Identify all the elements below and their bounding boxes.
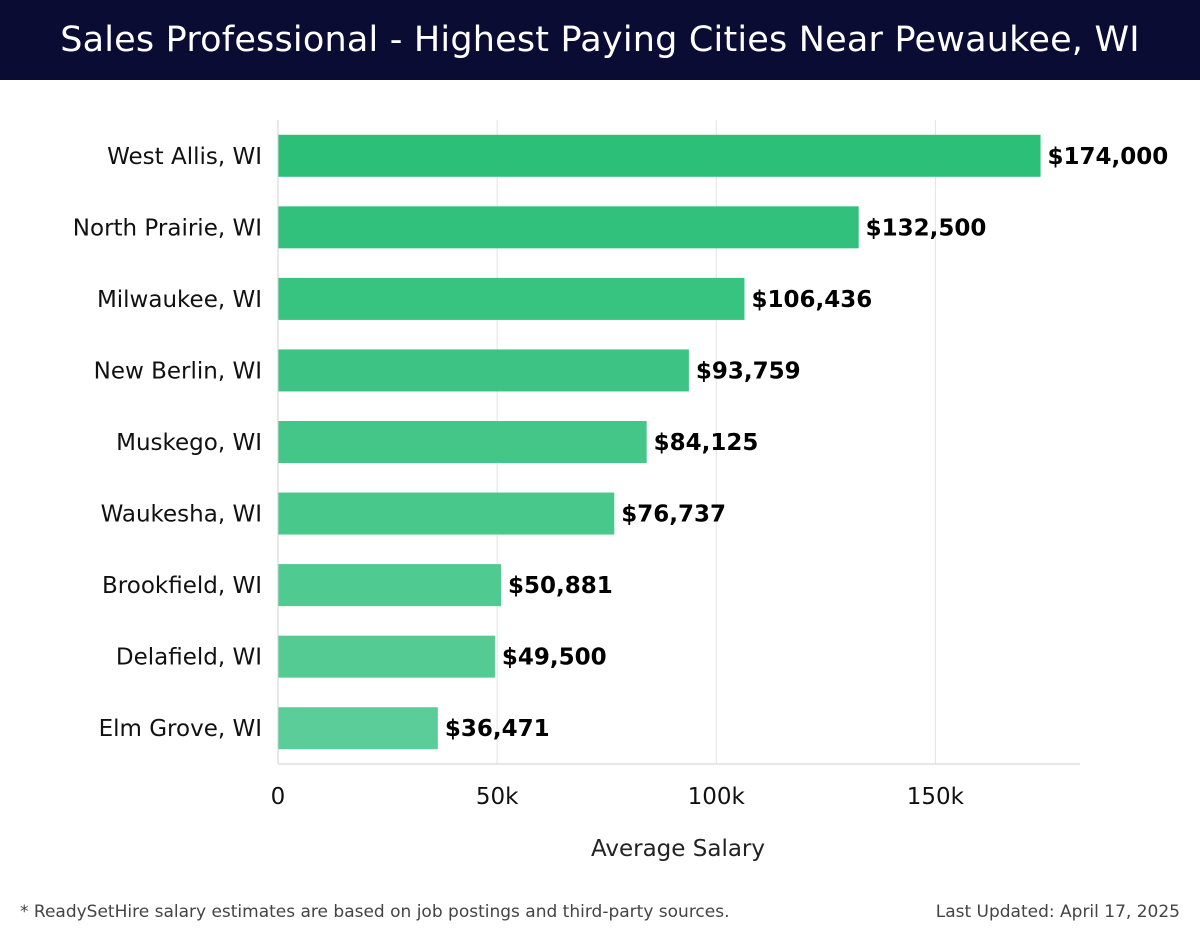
y-category-label: New Berlin, WI	[94, 358, 262, 384]
bar-value-label: $132,500	[866, 215, 987, 241]
bar	[278, 134, 1041, 177]
bar	[278, 707, 438, 750]
chart-header: Sales Professional - Highest Paying Citi…	[0, 0, 1200, 80]
bar-value-label: $174,000	[1048, 144, 1169, 170]
bar	[278, 492, 615, 535]
x-tick-label: 50k	[476, 784, 519, 810]
salary-bar-chart: $174,000 $132,500 $106,436 $93,759 $84,125 $7…	[73, 120, 1169, 862]
y-category-label: Waukesha, WI	[101, 502, 262, 528]
y-category-label: North Prairie, WI	[73, 215, 262, 241]
bar-value-label: $84,125	[654, 430, 759, 456]
bar-value-label: $93,759	[696, 358, 801, 384]
x-tick-label: 150k	[907, 784, 965, 810]
y-category-label: Elm Grove, WI	[99, 716, 262, 742]
bars: $174,000 $132,500 $106,436 $93,759 $84,125 $7…	[278, 134, 1169, 750]
bar	[278, 349, 689, 392]
x-tick-label: 100k	[688, 784, 746, 810]
y-category-label: West Allis, WI	[107, 144, 262, 170]
bar	[278, 277, 745, 320]
bar-value-label: $36,471	[445, 716, 550, 742]
y-category-label: Muskego, WI	[116, 430, 262, 456]
bar	[278, 206, 859, 249]
bar-value-label: $106,436	[751, 287, 872, 313]
bar-value-label: $49,500	[502, 645, 607, 671]
bar-value-label: $50,881	[508, 573, 613, 599]
x-axis-title: Average Salary	[591, 836, 765, 862]
bar	[278, 564, 501, 607]
x-tick-label: 0	[271, 784, 286, 810]
chart-title: Sales Professional - Highest Paying Citi…	[60, 20, 1140, 60]
last-updated: Last Updated: April 17, 2025	[935, 902, 1180, 922]
y-category-label: Milwaukee, WI	[97, 287, 262, 313]
bar	[278, 421, 647, 463]
footer-note: * ReadySetHire salary estimates are base…	[20, 902, 730, 922]
y-category-label: Delafield, WI	[116, 645, 262, 671]
y-category-label: Brookfield, WI	[102, 573, 262, 599]
bar	[278, 635, 495, 678]
bar-value-label: $76,737	[621, 502, 726, 528]
axes: 0 50k 100k 150k West Allis, WI North Prairie,…	[73, 120, 1080, 810]
